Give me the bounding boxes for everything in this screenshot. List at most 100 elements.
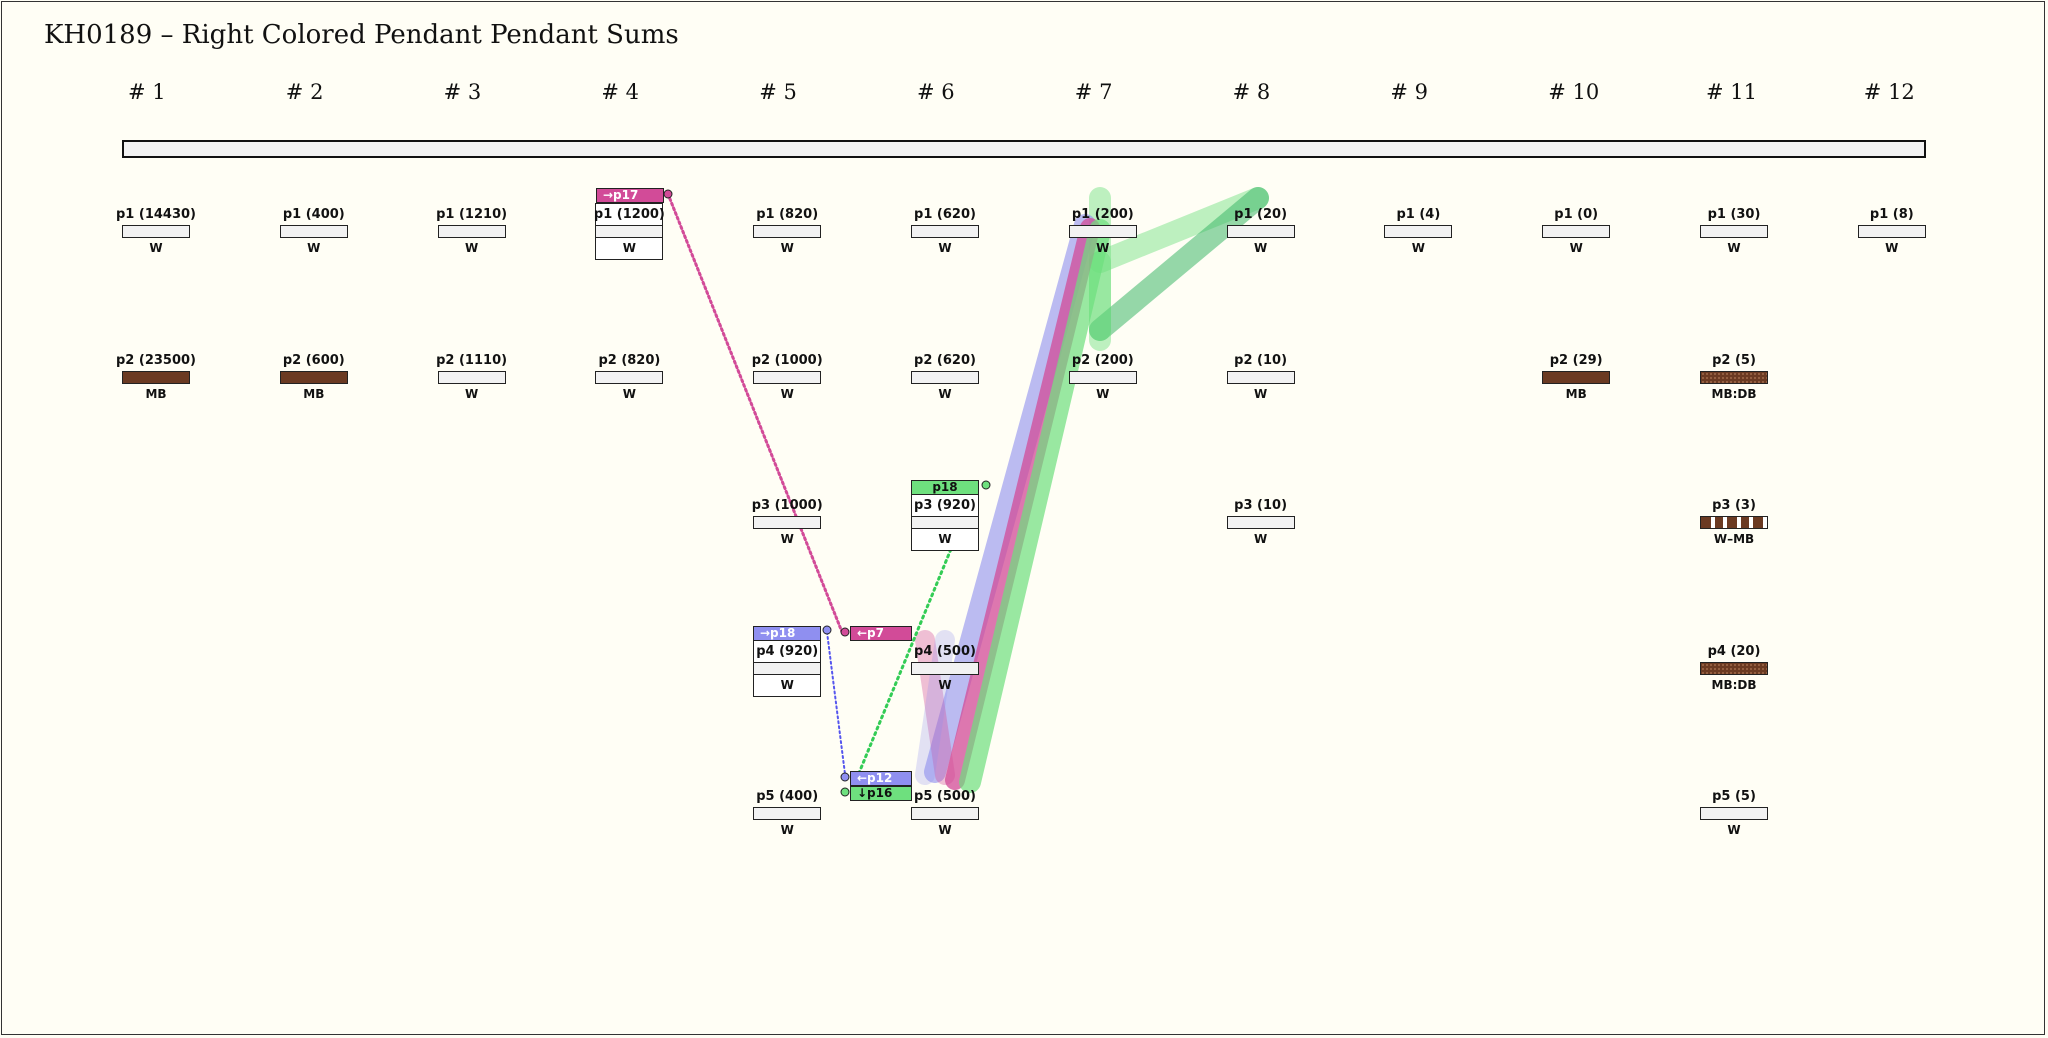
column-header-1: # 1 bbox=[128, 80, 166, 104]
pendant-color-code: W bbox=[1253, 386, 1268, 401]
pendant-cord bbox=[1542, 225, 1611, 238]
pendant-label: p4 (20) bbox=[1707, 643, 1761, 659]
pendant-label: p1 (20) bbox=[1234, 207, 1288, 222]
pendant-color-code: W bbox=[1411, 241, 1426, 255]
column-header-10: # 10 bbox=[1548, 80, 1600, 104]
column-header-4: # 4 bbox=[601, 80, 640, 104]
pendant-label: p1 (14430) bbox=[116, 207, 196, 222]
pendant-cord bbox=[753, 661, 822, 675]
tag-p12: ←p12 bbox=[850, 771, 912, 786]
pendant-label: p5 (400) bbox=[756, 789, 819, 804]
pendant-cord bbox=[437, 370, 506, 384]
pendant-cord bbox=[753, 807, 822, 820]
pendant-label: p1 (0) bbox=[1554, 207, 1599, 222]
column-header-12: # 12 bbox=[1863, 80, 1915, 104]
node-p16 bbox=[840, 787, 850, 797]
pendant-label: p2 (820) bbox=[598, 352, 661, 368]
pendant-cord bbox=[1700, 661, 1768, 675]
pendant-color-code: W bbox=[1253, 241, 1268, 255]
diagram-title: KH0189 – Right Colored Pendant Pendant S… bbox=[44, 20, 679, 50]
node-p18-left bbox=[822, 625, 832, 635]
pendant-color-code: MB bbox=[145, 386, 167, 401]
tag-p18-left: →p18 bbox=[753, 626, 821, 641]
pendant-cord bbox=[279, 225, 348, 238]
tag-p17: →p17 bbox=[596, 188, 664, 203]
pendant-label: p1 (30) bbox=[1707, 207, 1761, 222]
pendant-cord bbox=[1068, 225, 1137, 238]
node-p12 bbox=[840, 772, 850, 782]
pendant-cord bbox=[1857, 225, 1926, 238]
pendant-color-code: W bbox=[780, 386, 794, 401]
pendant-cord bbox=[595, 225, 664, 238]
pendant-color-code: W bbox=[1727, 823, 1741, 837]
pendant-label: p2 (10) bbox=[1234, 352, 1288, 368]
pendant-color-code: W bbox=[1727, 241, 1741, 255]
pendant-color-code: W bbox=[307, 241, 321, 255]
pendant-label: p2 (600) bbox=[282, 352, 345, 368]
pendant-label: p2 (29) bbox=[1549, 352, 1603, 368]
pendant-color-code: W bbox=[1096, 241, 1110, 255]
pendant-cord bbox=[753, 225, 822, 238]
primary-cord bbox=[122, 140, 1926, 158]
column-header-9: # 9 bbox=[1390, 80, 1429, 104]
pendant-cord bbox=[122, 225, 190, 238]
pendant-cord bbox=[1384, 225, 1453, 238]
tag-p7: ←p7 bbox=[850, 626, 912, 641]
pendant-cord bbox=[911, 370, 979, 384]
pendant-cord bbox=[911, 807, 979, 820]
node-p17 bbox=[663, 189, 673, 199]
pendant-color-code: W bbox=[1885, 241, 1899, 255]
pendant-label: p1 (620) bbox=[914, 207, 976, 222]
pendant-label: p1 (200) bbox=[1071, 207, 1134, 222]
link-p18-p12 bbox=[826, 631, 846, 775]
pendant-color-code: W bbox=[780, 823, 794, 837]
pendant-cord bbox=[1068, 370, 1137, 384]
pendant-label: p2 (620) bbox=[914, 352, 976, 368]
node-p7 bbox=[840, 627, 850, 637]
pendant-color-code: W bbox=[622, 386, 637, 401]
pendant-color-code: W bbox=[938, 677, 952, 692]
pendant-label: p4 (500) bbox=[914, 643, 976, 659]
pendant-label: p3 (3) bbox=[1712, 498, 1756, 513]
link-p16-p18 bbox=[850, 530, 960, 792]
pendant-cord bbox=[122, 370, 190, 384]
pendant-cord bbox=[911, 661, 979, 675]
pendant-cord bbox=[911, 225, 979, 238]
pendant-color-code: W bbox=[464, 241, 479, 255]
column-header-2: # 2 bbox=[285, 80, 324, 104]
pendant-color-code: W bbox=[1253, 532, 1268, 546]
link-p17-p7 bbox=[666, 192, 844, 634]
column-header-6: # 6 bbox=[917, 80, 955, 104]
pendant-color-code: W–MB bbox=[1713, 532, 1755, 546]
column-header-8: # 8 bbox=[1232, 80, 1271, 104]
pendant-label: p1 (820) bbox=[756, 207, 819, 222]
pendant-cord bbox=[753, 516, 822, 529]
pendant-color-code: W bbox=[1096, 386, 1110, 401]
pendant-cord bbox=[595, 370, 664, 384]
pendant-cord bbox=[753, 370, 822, 384]
sum-band-green bbox=[959, 219, 1111, 793]
pendant-cord bbox=[1700, 370, 1768, 384]
pendant-label: p2 (23500) bbox=[116, 352, 196, 368]
pendant-cord bbox=[1700, 516, 1768, 529]
pendant-cord bbox=[1700, 807, 1768, 820]
pendant-color-code: W bbox=[938, 823, 952, 837]
pendant-cord bbox=[1226, 516, 1295, 529]
pendant-color-code: W bbox=[149, 241, 163, 255]
pendant-label: p2 (1000) bbox=[751, 352, 823, 368]
pendant-color-code: W bbox=[780, 677, 794, 692]
pendant-label: p3 (10) bbox=[1234, 498, 1288, 513]
pendant-color-code: W bbox=[938, 532, 952, 546]
pendant-cord bbox=[911, 516, 979, 529]
pendant-cord bbox=[1700, 225, 1768, 238]
column-header-3: # 3 bbox=[443, 80, 482, 104]
pendant-color-code: W bbox=[464, 386, 479, 401]
tag-p18-top: p18 bbox=[911, 480, 979, 495]
pendant-cord bbox=[279, 370, 348, 384]
pendant-color-code: MB:DB bbox=[1711, 386, 1757, 401]
pendant-label: p5 (500) bbox=[914, 789, 976, 804]
pendant-label: p5 (5) bbox=[1712, 789, 1756, 804]
sum-band-green-diag bbox=[1089, 187, 1269, 341]
pendant-label: p3 (1000) bbox=[751, 498, 823, 513]
